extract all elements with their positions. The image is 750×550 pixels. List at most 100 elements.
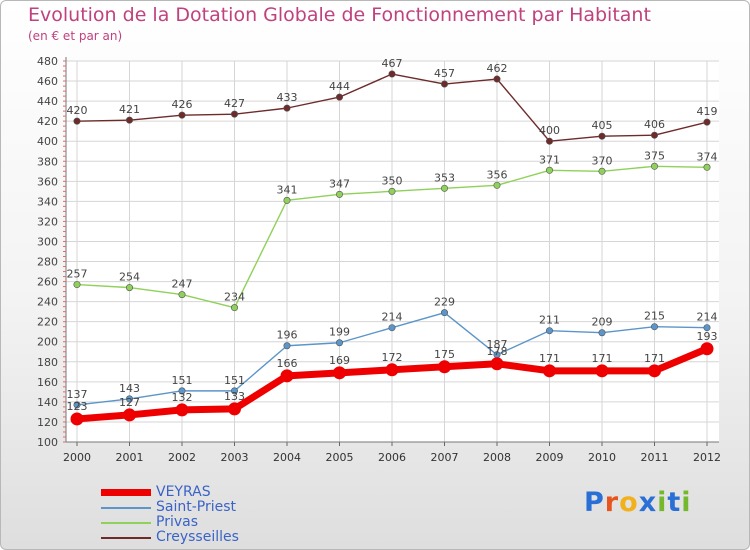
data-point-privas [178, 291, 186, 299]
data-point-veyras [70, 412, 84, 426]
data-point-veyras [648, 364, 661, 378]
data-label: 374 [697, 150, 718, 163]
proxiti-logo: Proxiti [584, 487, 692, 518]
data-point-privas [650, 162, 658, 170]
data-label: 214 [697, 311, 718, 324]
data-label: 353 [434, 171, 455, 184]
data-point-creysseilles [231, 110, 239, 118]
data-point-creysseilles [335, 93, 343, 101]
legend-swatch [101, 489, 151, 496]
data-label: 196 [277, 329, 298, 342]
data-label: 123 [67, 400, 88, 413]
data-point-saint-priest [545, 327, 553, 335]
data-label: 254 [119, 271, 140, 284]
data-point-veyras [543, 364, 556, 378]
y-tick-label: 140 [37, 396, 58, 409]
y-tick-label: 380 [37, 155, 58, 168]
legend-label: VEYRAS [156, 484, 211, 500]
y-tick-label: 340 [37, 195, 58, 208]
data-label: 193 [697, 330, 718, 343]
y-tick-label: 400 [37, 135, 58, 148]
data-point-privas [388, 187, 396, 195]
data-point-privas [73, 281, 81, 289]
chart-subtitle: (en € et par an) [28, 29, 123, 43]
x-tick-label: 2007 [431, 451, 459, 464]
data-point-veyras [280, 369, 294, 383]
data-label: 169 [329, 354, 350, 367]
data-point-saint-priest [178, 387, 186, 395]
data-point-privas [493, 181, 501, 189]
data-point-creysseilles [598, 132, 606, 140]
y-tick-label: 120 [37, 416, 58, 429]
y-tick-label: 460 [37, 75, 58, 88]
y-tick-label: 440 [37, 95, 58, 108]
x-tick-label: 2005 [326, 451, 354, 464]
data-point-creysseilles [283, 104, 291, 112]
data-label: 433 [277, 91, 298, 104]
y-tick-label: 280 [37, 256, 58, 269]
data-label: 426 [172, 98, 193, 111]
x-tick-label: 2011 [641, 451, 669, 464]
data-point-veyras [228, 402, 241, 416]
legend-swatch [101, 507, 151, 509]
data-label: 370 [592, 154, 613, 167]
data-label: 171 [644, 352, 665, 365]
data-point-privas [598, 167, 606, 175]
data-point-creysseilles [73, 117, 81, 125]
data-label: 151 [172, 374, 193, 387]
data-label: 419 [697, 105, 718, 118]
data-label: 171 [592, 352, 613, 365]
legend-label: Saint-Priest [156, 499, 237, 515]
data-point-saint-priest [388, 324, 396, 332]
y-tick-label: 180 [37, 356, 58, 369]
data-label: 247 [172, 278, 193, 291]
data-label: 151 [224, 374, 245, 387]
y-tick-label: 480 [37, 55, 58, 68]
data-point-creysseilles [126, 116, 134, 124]
data-label: 209 [592, 316, 613, 329]
x-tick-label: 2000 [63, 451, 91, 464]
data-label: 421 [119, 103, 140, 116]
data-point-creysseilles [545, 137, 553, 145]
data-label: 257 [67, 268, 88, 281]
data-label: 347 [329, 177, 350, 190]
logo-letter: i [681, 487, 692, 518]
data-point-saint-priest [283, 342, 291, 350]
legend-label: Creysseilles [156, 529, 239, 545]
data-point-veyras [385, 363, 399, 377]
chart-title: Evolution de la Dotation Globale de Fonc… [28, 4, 651, 26]
data-point-saint-priest [335, 339, 343, 347]
data-label: 214 [382, 311, 403, 324]
x-tick-label: 2009 [536, 451, 564, 464]
data-label: 199 [329, 326, 350, 339]
data-point-creysseilles [178, 111, 186, 119]
data-label: 211 [539, 314, 560, 327]
y-tick-label: 420 [37, 115, 58, 128]
data-point-privas [335, 190, 343, 198]
data-label: 133 [224, 390, 245, 403]
data-point-saint-priest [126, 395, 134, 403]
data-point-saint-priest [598, 329, 606, 337]
y-tick-label: 360 [37, 175, 58, 188]
y-tick-label: 320 [37, 215, 58, 228]
data-point-privas [545, 166, 553, 174]
y-tick-label: 200 [37, 336, 58, 349]
logo-letter: i [657, 487, 668, 518]
data-label: 172 [382, 351, 403, 364]
data-label: 467 [382, 57, 403, 70]
data-label: 375 [644, 149, 665, 162]
data-point-creysseilles [440, 80, 448, 88]
data-label: 127 [119, 396, 140, 409]
x-tick-label: 2008 [483, 451, 511, 464]
data-label: 178 [487, 345, 508, 358]
data-point-privas [126, 284, 134, 292]
data-point-veyras [700, 342, 714, 356]
data-point-creysseilles [493, 75, 501, 83]
data-label: 137 [67, 388, 88, 401]
data-point-saint-priest [231, 387, 239, 395]
x-tick-label: 2003 [221, 451, 249, 464]
x-tick-label: 2010 [588, 451, 616, 464]
x-tick-label: 2004 [273, 451, 301, 464]
data-label: 371 [539, 153, 560, 166]
data-label: 175 [434, 348, 455, 361]
